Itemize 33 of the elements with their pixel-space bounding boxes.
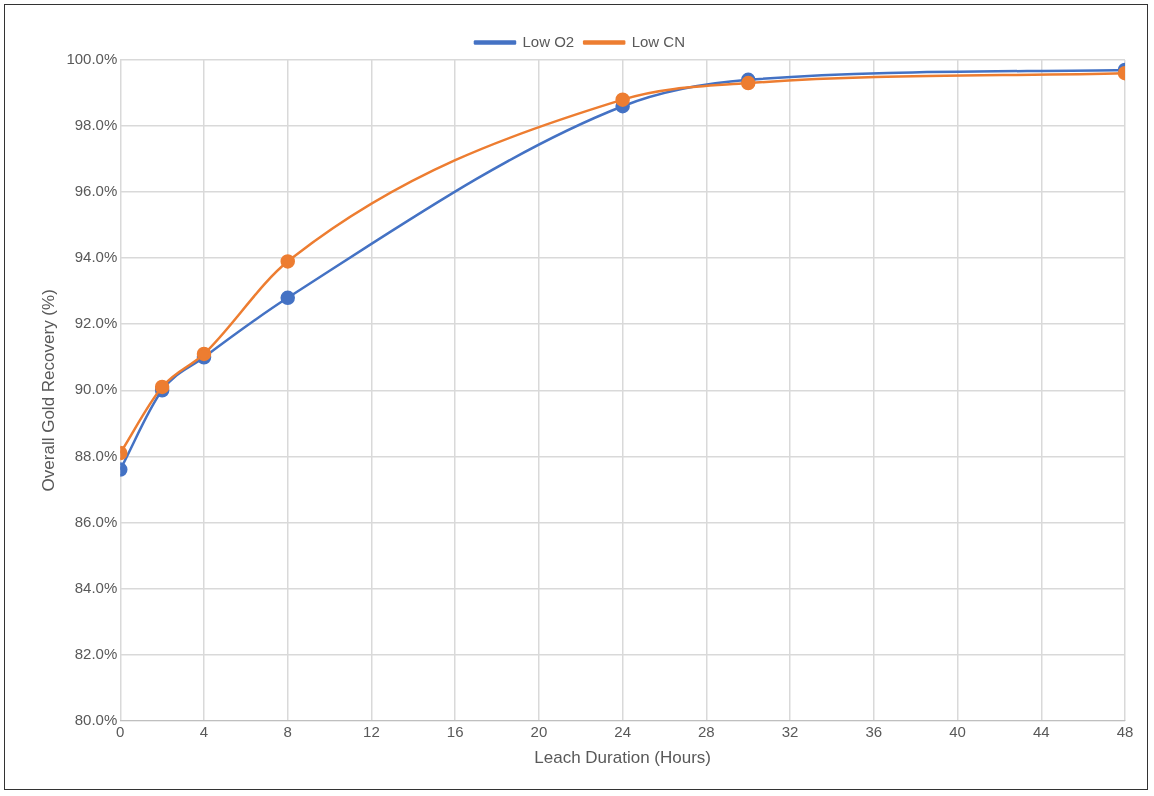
y-tick-label: 94.0% [74, 248, 118, 266]
x-tick-label: 4 [199, 722, 209, 740]
x-tick-label: 36 [865, 722, 883, 740]
x-tick-label: 40 [949, 722, 966, 740]
x-tick-label: 20 [530, 722, 548, 740]
y-tick-label: 82.0% [74, 644, 118, 662]
x-tick-label: 8 [283, 722, 292, 740]
x-tick-label: 0 [116, 722, 125, 740]
y-tick-label: 88.0% [74, 446, 118, 464]
x-tick-label: 16 [446, 722, 464, 740]
point [280, 254, 295, 269]
point [154, 379, 170, 395]
x-tick-label: 24 [614, 722, 631, 740]
y-tick-label: 86.0% [74, 512, 118, 530]
y-tick-label: 98.0% [74, 116, 118, 134]
point [280, 290, 295, 306]
y-tick-label: 92.0% [74, 314, 118, 332]
y-tick-label: 96.0% [74, 182, 118, 200]
x-tick-label: 44 [1032, 722, 1050, 740]
point [615, 92, 630, 107]
point [196, 346, 212, 362]
y-tick-label: 90.0% [74, 380, 118, 398]
y-axis-title: Overall Gold Recovery (%) [38, 289, 58, 492]
x-tick-label: 12 [363, 722, 380, 740]
y-tick-label: 100.0% [66, 50, 118, 68]
x-axis-title: Leach Duration (Hours) [534, 748, 711, 768]
legend-label: Low CN [631, 32, 686, 50]
y-tick-label: 84.0% [74, 578, 118, 596]
x-tick-label: 32 [781, 722, 799, 740]
y-tick-label: 80.0% [74, 710, 118, 728]
x-tick-label: 48 [1116, 722, 1134, 740]
legend-label: Low O2 [522, 32, 575, 50]
x-tick-label: 28 [698, 722, 715, 740]
